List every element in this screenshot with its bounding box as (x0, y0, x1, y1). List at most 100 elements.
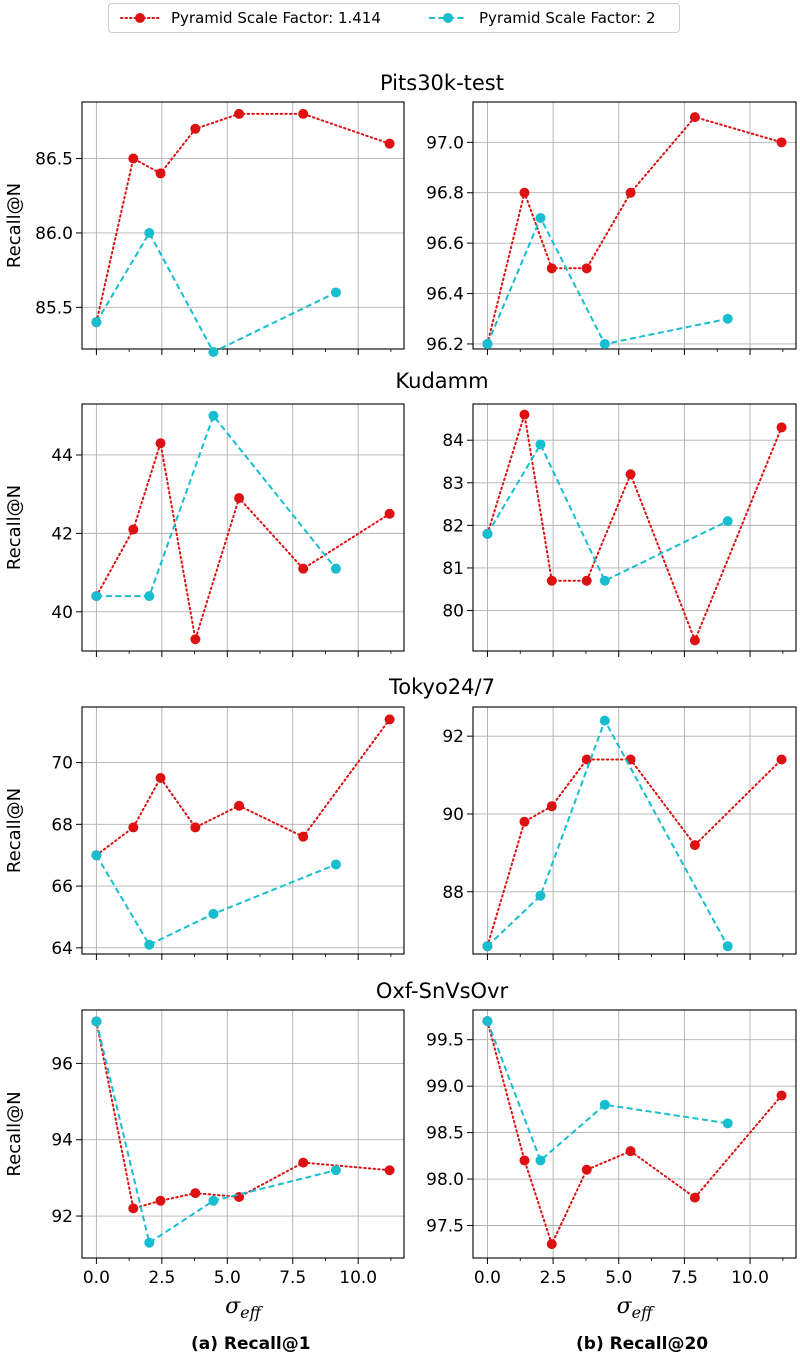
y-tick-label: 70 (51, 754, 73, 774)
y-tick-label: 64 (51, 939, 73, 959)
data-point-scale-1414 (581, 263, 592, 274)
panel-tokyo24-7-recall-20: 88 90 92 (442, 706, 797, 960)
data-point-scale-1414 (155, 168, 166, 179)
series-line-scale-2 (486, 1020, 728, 1163)
legend-label-series-2: Pyramid Scale Factor: 2 (479, 9, 656, 27)
y-axis-label: Recall@N (4, 183, 25, 268)
data-point-scale-1414 (298, 108, 309, 119)
data-point-scale-1414 (776, 422, 787, 433)
data-point-scale-1414 (234, 108, 245, 119)
data-point-scale-2 (722, 941, 733, 952)
data-point-scale-1414 (519, 187, 530, 198)
x-tick-label: 7.5 (279, 1268, 306, 1288)
y-tick-label: 92 (442, 727, 464, 747)
data-point-scale-2 (330, 287, 341, 298)
dataset-title-oxf-snvsovr: Oxf-SnVsOvr (376, 979, 509, 1003)
series-line-scale-1414 (486, 414, 783, 644)
data-point-scale-1414 (384, 1165, 395, 1176)
x-tick-label: 7.5 (671, 1268, 698, 1288)
data-point-scale-1414 (776, 137, 787, 148)
data-point-scale-2 (722, 313, 733, 324)
panel-oxf-snvsovr-recall-20: 97.5 98.0 98.5 99.0 99.5 0.0 2.5 5.0 7.5 10.0 σeff (426, 1009, 797, 1322)
series-line-scale-2 (95, 230, 337, 354)
data-point-scale-1414 (546, 801, 557, 812)
y-tick-label: 96.8 (426, 184, 464, 204)
data-point-scale-2 (722, 1118, 733, 1129)
x-tick-label: 2.5 (540, 1268, 567, 1288)
caption-recall-at-1: (a) Recall@1 (191, 1334, 311, 1354)
axes-frame (472, 1009, 797, 1259)
data-point-scale-2 (91, 1016, 102, 1027)
data-point-scale-1414 (128, 524, 139, 535)
data-point-scale-1414 (190, 822, 201, 833)
data-point-scale-1414 (155, 773, 166, 784)
data-point-scale-1414 (190, 1188, 201, 1199)
y-tick-label: 82 (442, 516, 464, 536)
data-point-scale-1414 (625, 469, 636, 480)
y-tick-label: 98.5 (426, 1124, 464, 1144)
caption-recall-at-20: (b) Recall@20 (576, 1334, 709, 1354)
panel-pits30k-test-recall-20: 96.2 96.4 96.6 96.8 97.0 (426, 101, 797, 355)
legend-swatch-series-2 (429, 13, 467, 23)
y-tick-label: 66 (51, 877, 73, 897)
data-point-scale-2 (144, 1237, 155, 1248)
data-point-scale-1414 (546, 1239, 557, 1250)
y-tick-label: 96 (51, 1054, 73, 1074)
data-point-scale-1414 (581, 575, 592, 586)
panel-kudamm-recall-20: 80 81 82 83 84 (442, 403, 797, 657)
data-point-scale-1414 (298, 563, 309, 574)
data-point-scale-2 (91, 850, 102, 861)
data-point-scale-2 (144, 939, 155, 950)
y-tick-label: 42 (51, 524, 73, 544)
y-tick-label: 90 (442, 805, 464, 825)
data-point-scale-1414 (190, 123, 201, 134)
x-axis-label: σeff (225, 1294, 264, 1322)
dataset-title-pits30k-test: Pits30k-test (380, 71, 504, 95)
y-tick-label: 98.0 (426, 1170, 464, 1190)
series-line-scale-2 (486, 718, 729, 947)
series-line-scale-2 (95, 854, 337, 946)
y-axis-label: Recall@N (4, 485, 25, 570)
y-tick-label: 81 (442, 559, 464, 579)
data-point-scale-1414 (155, 438, 166, 449)
data-point-scale-1414 (581, 1164, 592, 1175)
data-point-scale-2 (208, 908, 219, 919)
series-line-scale-2 (486, 442, 729, 583)
data-point-scale-1414 (128, 1203, 139, 1214)
data-point-scale-2 (599, 715, 610, 726)
y-tick-label: 96.2 (426, 335, 464, 355)
x-axis-label: σeff (617, 1294, 656, 1322)
axes-frame (472, 101, 797, 350)
y-tick-label: 40 (51, 603, 73, 623)
panel-pits30k-test-recall-1: 85.5 86.0 86.5 Recall@N (4, 101, 405, 357)
y-axis-label: Recall@N (4, 788, 25, 873)
data-point-scale-1414 (519, 1155, 530, 1166)
legend: Pyramid Scale Factor: 1.414 Pyramid Scal… (108, 3, 680, 33)
x-tick-label: 10.0 (339, 1268, 377, 1288)
y-axis-label: Recall@N (4, 1091, 25, 1176)
data-point-scale-1414 (689, 1192, 700, 1203)
y-tick-label: 96.4 (426, 285, 464, 305)
data-point-scale-1414 (384, 138, 395, 149)
legend-label-series-1: Pyramid Scale Factor: 1.414 (171, 9, 381, 27)
data-point-scale-2 (91, 591, 102, 602)
axes-frame (472, 706, 797, 955)
y-tick-label: 97.0 (426, 133, 464, 153)
x-tick-label: 2.5 (148, 1268, 175, 1288)
data-point-scale-1414 (776, 1090, 787, 1101)
panel-oxf-snvsovr-recall-1: 92 94 96 Recall@N 0.0 2.5 5.0 7.5 10.0 σeff (4, 1009, 405, 1322)
data-point-scale-2 (482, 528, 493, 539)
axes-frame (472, 403, 797, 652)
data-point-scale-1414 (689, 112, 700, 123)
data-point-scale-1414 (689, 840, 700, 851)
y-tick-label: 96.6 (426, 234, 464, 254)
data-point-scale-1414 (546, 575, 557, 586)
data-point-scale-2 (722, 516, 733, 527)
data-point-scale-1414 (190, 634, 201, 645)
dataset-title-tokyo24-7: Tokyo24/7 (388, 675, 495, 699)
series-line-scale-1414 (95, 112, 391, 324)
data-point-scale-2 (144, 591, 155, 602)
y-tick-label: 86.5 (35, 150, 73, 170)
data-point-scale-1414 (689, 635, 700, 646)
